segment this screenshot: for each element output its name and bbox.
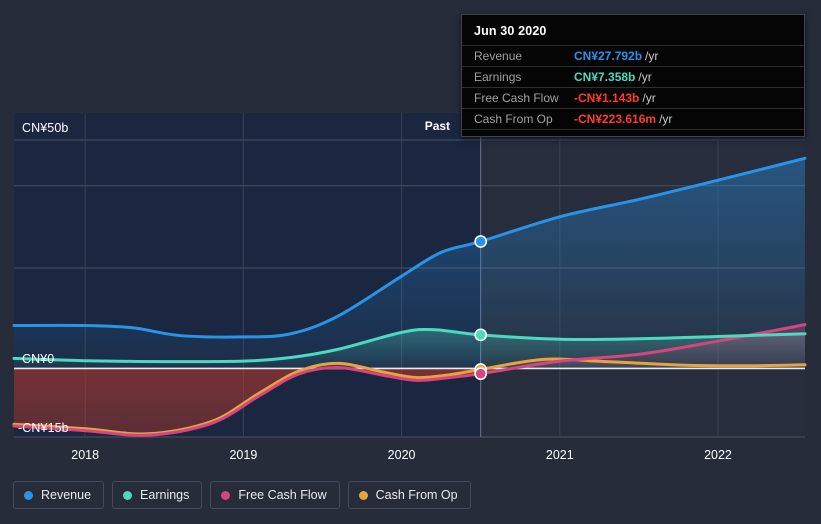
- tooltip-row-label: Revenue: [474, 49, 523, 63]
- tooltip-row: Free Cash Flow -CN¥1.143b/yr: [462, 87, 804, 108]
- x-axis-label-2020: 2020: [387, 448, 416, 462]
- legend-color-dot-icon: [123, 490, 133, 500]
- tooltip-row-label: Earnings: [474, 70, 522, 84]
- legend-color-dot-icon: [24, 490, 33, 500]
- tooltip-row-suffix: /yr: [659, 112, 673, 126]
- x-axis-label-2021: 2021: [545, 448, 574, 462]
- past-band-label: Past: [424, 119, 451, 133]
- legend-item-free-cash-flow[interactable]: Free Cash Flow: [210, 481, 340, 509]
- series-line-revenue: [12, 156, 807, 339]
- tooltip-row: Earnings CN¥7.358b/yr: [462, 66, 804, 87]
- marker-free-cash-flow[interactable]: [474, 367, 488, 381]
- legend-color-dot-icon: [358, 490, 368, 500]
- tooltip-row-value: CN¥27.792b: [574, 49, 643, 63]
- legend-item-label: Revenue: [41, 488, 92, 502]
- legend-color-dot-icon: [221, 490, 231, 500]
- series-line-earnings: [12, 327, 807, 364]
- data-tooltip: Jun 30 2020 Revenue CN¥27.792b/yr Earnings…: [461, 14, 805, 137]
- tooltip-row-value: -CN¥1.143b: [574, 91, 640, 105]
- tooltip-row: Revenue CN¥27.792b/yr: [462, 45, 804, 66]
- series-line-cash-from-op: [12, 357, 807, 436]
- tooltip-row-value: CN¥7.358b: [574, 70, 636, 84]
- tooltip-row-suffix: /yr: [642, 91, 656, 105]
- legend-item-label: Earnings: [140, 488, 190, 502]
- chart-legend: Revenue Earnings Free Cash Flow Cash From O…: [13, 481, 471, 509]
- legend-item-label: Free Cash Flow: [238, 488, 327, 502]
- legend-item-revenue[interactable]: Revenue: [13, 481, 105, 509]
- tooltip-row-suffix: /yr: [645, 49, 659, 63]
- tooltip-date: Jun 30 2020: [474, 24, 547, 38]
- tooltip-row: Cash From Op -CN¥223.616m/yr: [462, 108, 804, 130]
- tooltip-row-label: Free Cash Flow: [474, 91, 559, 105]
- legend-item-cash-from-op[interactable]: Cash From Op: [347, 481, 471, 509]
- x-axis-label-2022: 2022: [704, 448, 732, 462]
- marker-earnings[interactable]: [474, 328, 488, 342]
- y-axis-label-bottom: -CN¥15b: [18, 421, 69, 435]
- series-line-free-cash-flow: [12, 323, 807, 437]
- x-axis-label-2018: 2018: [71, 448, 100, 462]
- tooltip-rows: Revenue CN¥27.792b/yr Earnings CN¥7.358b/yr…: [462, 45, 804, 130]
- legend-item-earnings[interactable]: Earnings: [112, 481, 203, 509]
- marker-revenue[interactable]: [474, 235, 488, 248]
- tooltip-row-label: Cash From Op: [474, 112, 553, 126]
- y-axis-label-top: CN¥50b: [22, 121, 69, 135]
- x-axis-label-2019: 2019: [229, 448, 258, 462]
- tooltip-row-value: -CN¥223.616m: [574, 112, 657, 126]
- y-axis-label-zero: CN¥0: [22, 352, 55, 367]
- tooltip-row-suffix: /yr: [638, 70, 652, 84]
- legend-item-label: Cash From Op: [375, 488, 458, 502]
